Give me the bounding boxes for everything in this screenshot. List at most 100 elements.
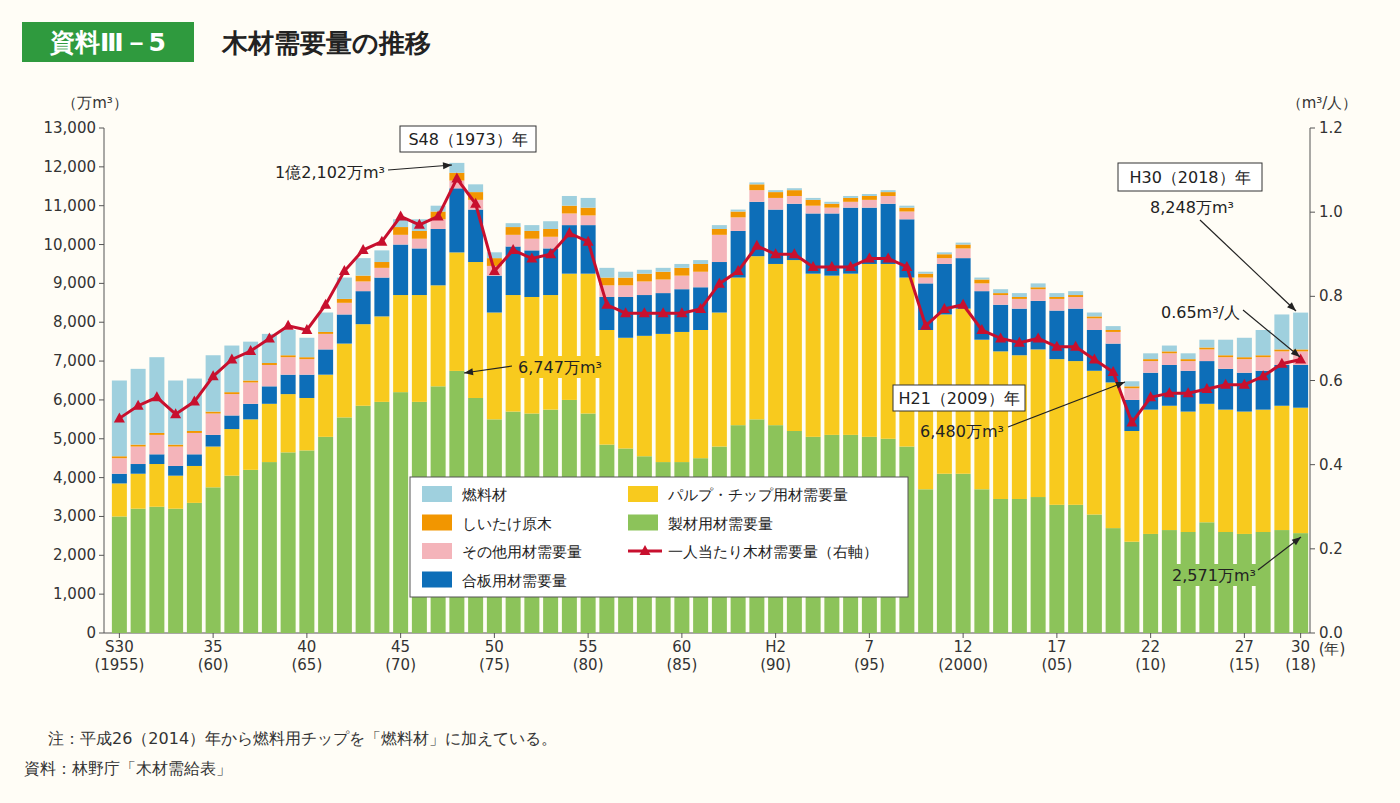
bar [1143,359,1158,361]
marker [320,299,331,309]
bar [899,212,914,220]
bar [1124,381,1139,386]
bar [956,258,971,309]
arrow-head [443,162,452,169]
bar [562,225,577,274]
x-tick-label-line: (65) [291,656,322,674]
bar [1124,542,1139,633]
bar [1237,373,1252,412]
y-tick [99,205,104,206]
bar [149,507,164,633]
marker [170,408,181,418]
bar [337,344,352,418]
bar [318,437,333,633]
marker [470,198,481,208]
y2-tick-label: 0.2 [1319,540,1343,558]
bar [1162,406,1177,530]
annotation: 8,248万m³ [1150,198,1234,217]
legend-label: その他用材需要量 [462,543,582,561]
bar [1256,410,1271,532]
bar [131,464,146,474]
y-tick-label: 11,000 [44,197,97,215]
bar [1237,359,1252,373]
bar [787,260,802,431]
legend-label: 一人当たり木材需要量（右軸） [668,543,878,561]
bar [712,229,727,235]
bar [581,215,596,225]
x-tick-label: H2(90) [760,638,791,674]
bar [637,270,652,274]
bar [1143,534,1158,633]
bar [431,219,446,229]
bar [1068,505,1083,633]
legend-swatch-marker [640,545,651,555]
bar [299,398,314,450]
plot-area [112,163,1308,633]
bar [224,429,239,476]
bar [1049,505,1064,633]
bar [993,293,1008,295]
bar [1162,365,1177,406]
bar [131,369,146,445]
bar [637,274,652,282]
legend-label: パルプ・チップ用材需要量 [667,486,848,504]
bar [1162,346,1177,352]
bar [581,198,596,208]
bar [1218,410,1233,532]
bar [881,190,896,192]
marker [1051,341,1062,351]
bar [1012,309,1027,356]
annotation: 6,747万m³ [518,358,602,377]
bar [1031,283,1046,287]
x-label: (年) [1319,640,1346,658]
bar [1049,297,1064,299]
bar [281,330,296,355]
bar [318,313,333,332]
bar [281,357,296,374]
line [119,179,1300,423]
marker [920,320,931,330]
arrow-line [1243,310,1300,357]
chart: 資料Ⅲ－5木材需要量の推移（万m³）（m³/人）(年)01,0002,0003,… [0,0,1400,803]
legend-label: 製材用材需要量 [668,515,773,533]
bar [281,394,296,452]
marker [1014,337,1025,347]
marker [883,252,894,262]
bar [731,210,746,212]
marker [939,303,950,313]
x-tick-label-line: 22 [1141,638,1160,656]
legend-swatch [422,543,452,559]
bar [1256,355,1271,357]
bar [224,415,239,429]
bar [899,208,914,212]
bar [393,227,408,235]
bar [1068,295,1083,297]
y2-tick [1310,380,1315,381]
bar [243,382,258,403]
bar [356,276,371,282]
x-tick-label-line: (90) [760,656,791,674]
y2-tick-label: 0.8 [1319,287,1343,305]
bar [262,365,277,386]
bar [281,355,296,357]
bar [749,190,764,202]
marker [1276,358,1287,368]
bar [562,206,577,214]
y-tick-label: 1,000 [53,585,96,603]
note: 注：平成26（2014）年から燃料用チップを「燃料材」に加えている。 [48,729,557,748]
bar [1049,299,1064,311]
bar [918,278,933,284]
marker [976,324,987,334]
bar [1162,351,1177,353]
bar [112,456,127,458]
bar [637,295,652,336]
bar [712,262,727,313]
y2-tick [1310,464,1315,465]
bar [1106,326,1121,330]
bar [187,433,202,454]
x-tick-label-line: (1955) [94,656,144,674]
bar [281,375,296,394]
y2-tick [1310,548,1315,549]
bar [618,272,633,278]
bar [937,254,952,258]
